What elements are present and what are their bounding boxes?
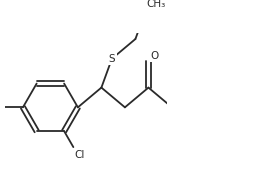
Text: CH₃: CH₃ [147,0,166,9]
Text: O: O [150,51,159,61]
Text: Cl: Cl [74,150,85,160]
Text: S: S [109,54,115,64]
